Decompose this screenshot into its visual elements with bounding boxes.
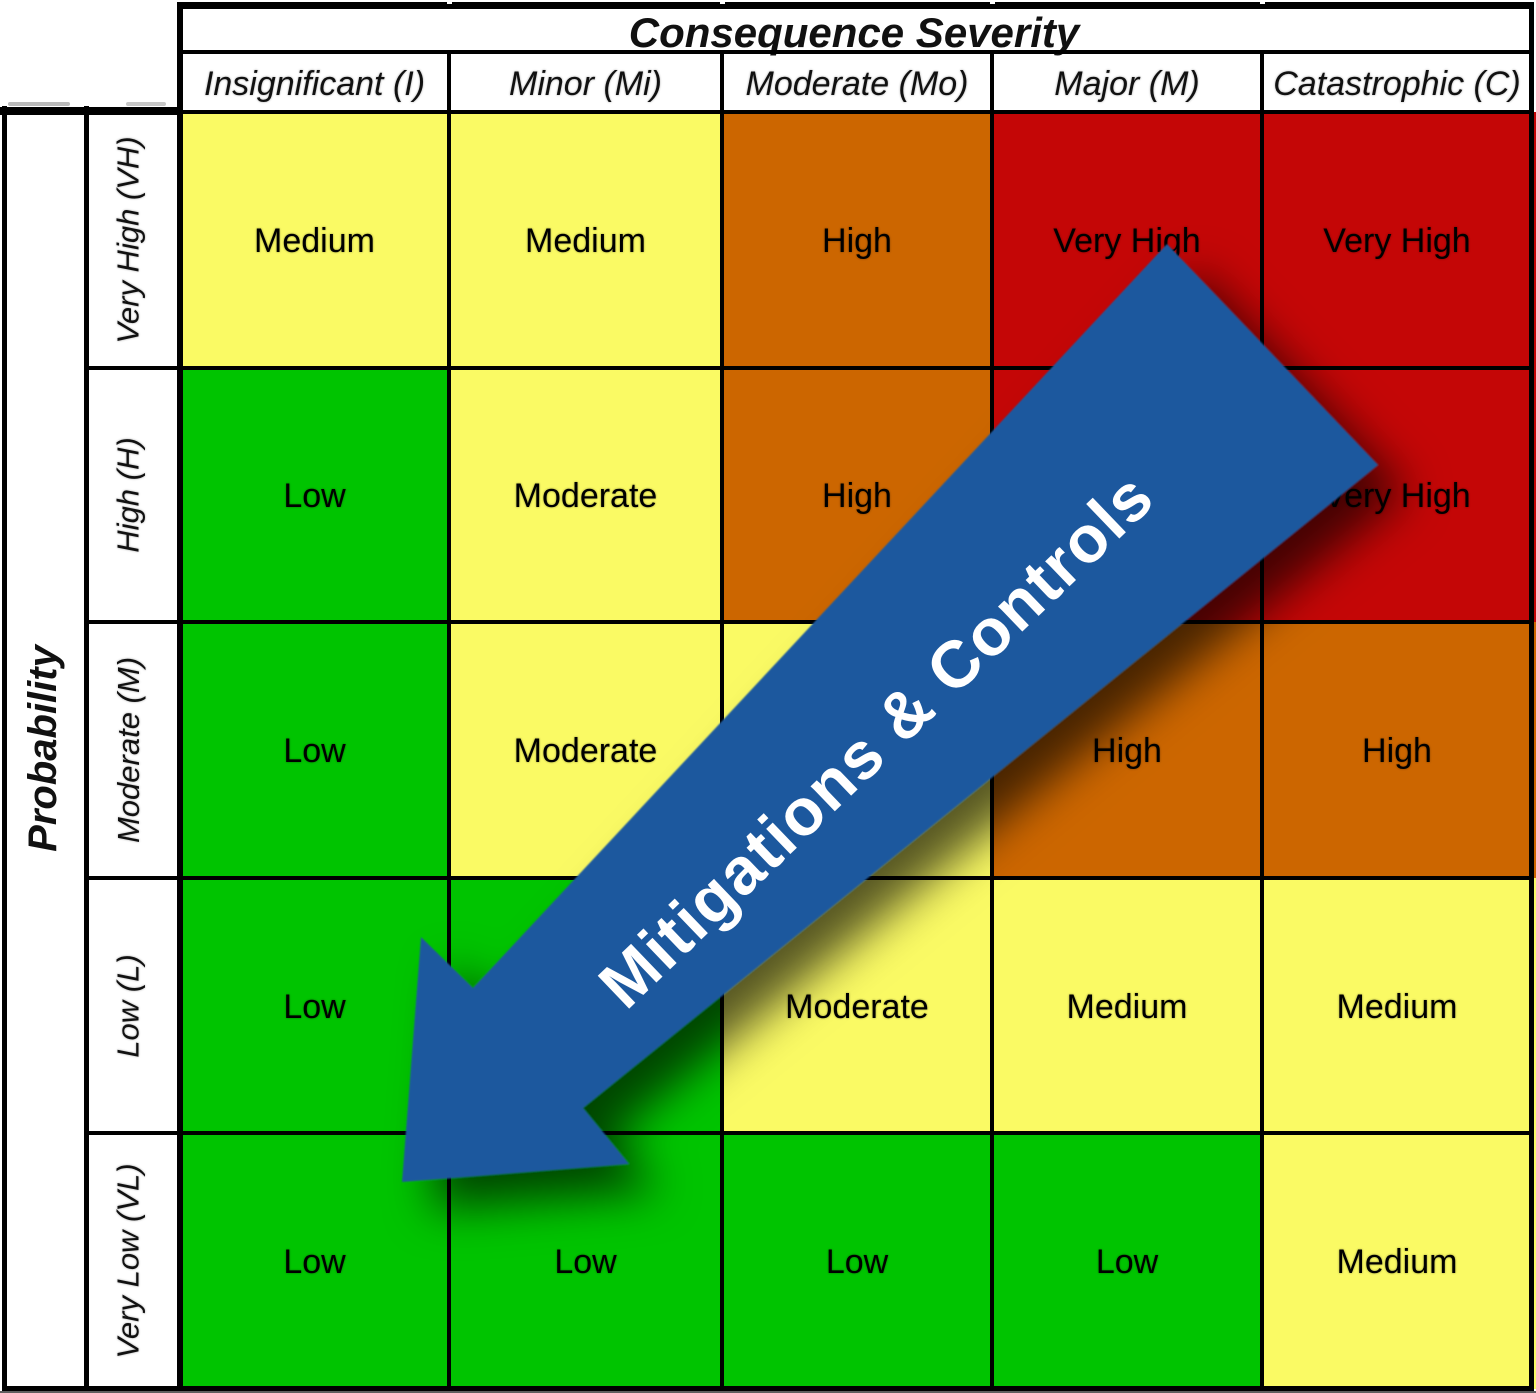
svg-text:Mitigations & Controls: Mitigations & Controls [584, 458, 1167, 1021]
